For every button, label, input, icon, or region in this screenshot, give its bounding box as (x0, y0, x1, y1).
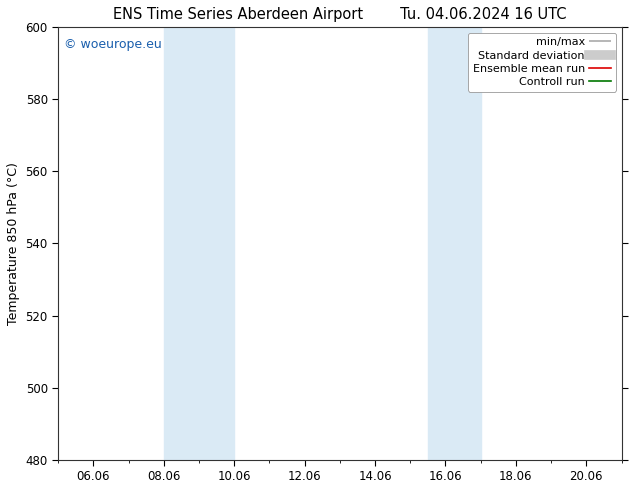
Bar (428, 27, 481, 460)
Bar (164, 27, 234, 460)
Text: © woeurope.eu: © woeurope.eu (64, 38, 162, 51)
Y-axis label: Temperature 850 hPa (°C): Temperature 850 hPa (°C) (7, 162, 20, 325)
Title: ENS Time Series Aberdeen Airport        Tu. 04.06.2024 16 UTC: ENS Time Series Aberdeen Airport Tu. 04.… (113, 7, 567, 22)
Legend: min/max, Standard deviation, Ensemble mean run, Controll run: min/max, Standard deviation, Ensemble me… (468, 33, 616, 92)
